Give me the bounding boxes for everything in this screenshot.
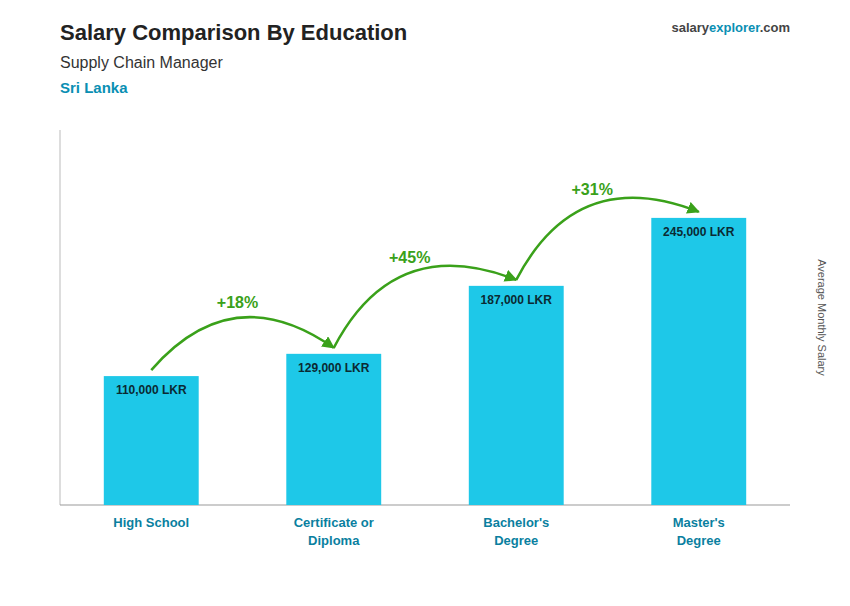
change-annotation: +45% bbox=[389, 249, 430, 266]
watermark-part: explorer bbox=[709, 20, 760, 35]
change-arrow bbox=[151, 317, 334, 370]
country: Sri Lanka bbox=[60, 79, 128, 96]
x-tick-label: Bachelor'sDegree bbox=[483, 515, 549, 548]
bar bbox=[651, 218, 746, 505]
x-tick-label: High School bbox=[113, 515, 189, 530]
bars bbox=[104, 218, 746, 505]
data-label: 245,000 LKR bbox=[663, 225, 735, 239]
title: Salary Comparison By Education bbox=[60, 20, 407, 45]
watermark: salaryexplorer.com bbox=[671, 20, 790, 35]
y-axis-label: Average Monthly Salary bbox=[816, 259, 828, 376]
x-tick-label: Certificate orDiploma bbox=[294, 515, 374, 548]
bar bbox=[104, 376, 199, 505]
chart: Salary Comparison By Education Supply Cha… bbox=[0, 0, 850, 606]
change-arrow bbox=[334, 266, 517, 348]
bar bbox=[286, 354, 381, 505]
subtitle: Supply Chain Manager bbox=[60, 54, 223, 71]
y-axis-line bbox=[60, 130, 61, 505]
data-label: 187,000 LKR bbox=[481, 293, 553, 307]
watermark-part: .com bbox=[760, 20, 790, 35]
change-annotation: +31% bbox=[572, 181, 613, 198]
watermark-part: salary bbox=[671, 20, 709, 35]
bar bbox=[469, 286, 564, 505]
change-arrow bbox=[516, 198, 699, 280]
x-tick-label: Master'sDegree bbox=[673, 515, 725, 548]
change-annotation: +18% bbox=[217, 294, 258, 311]
data-label: 110,000 LKR bbox=[116, 383, 187, 397]
data-label: 129,000 LKR bbox=[298, 361, 370, 375]
